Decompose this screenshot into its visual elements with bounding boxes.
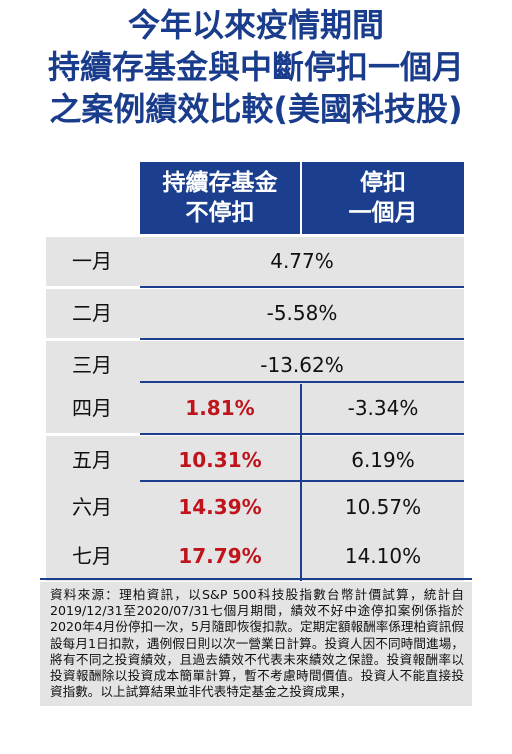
- row-divider: [140, 338, 464, 340]
- row-divider: [140, 381, 464, 383]
- continue-value: 17.79%: [178, 544, 262, 568]
- row-divider: [140, 286, 464, 288]
- title-line-2: 持續存基金與中斷停扣一個月: [47, 48, 464, 86]
- pause-value: 14.10%: [344, 544, 422, 568]
- row-divider: [140, 480, 464, 482]
- header-continue-investing: 持續存基金 不停扣: [140, 162, 300, 234]
- header-col1-line1: 持續存基金: [162, 170, 278, 196]
- table-row-feb: 二月 -5.58%: [46, 289, 464, 338]
- title-line-3: 之案例績效比較(美國科技股): [49, 90, 463, 128]
- table-row-jun: 六月 14.39% 10.57%: [46, 483, 464, 532]
- page-title: 今年以來疫情期間 持續存基金與中斷停扣一個月 之案例績效比較(美國科技股): [0, 4, 512, 130]
- header-col2-line1: 停扣: [360, 170, 406, 196]
- pause-value: -3.34%: [347, 396, 419, 420]
- combined-value: -13.62%: [260, 353, 344, 377]
- continue-value: 10.31%: [178, 448, 262, 472]
- month-label: 四月: [72, 396, 112, 420]
- continue-value: 1.81%: [185, 396, 255, 420]
- header-pause-one-month: 停扣 一個月: [302, 162, 464, 234]
- month-label: 五月: [72, 448, 112, 472]
- footnote-divider: [40, 578, 472, 580]
- pause-value: 6.19%: [351, 448, 415, 472]
- table-row-may: 五月 10.31% 6.19%: [46, 436, 464, 485]
- month-label: 六月: [72, 495, 112, 519]
- table-row-apr: 四月 1.81% -3.34%: [46, 384, 464, 433]
- month-label: 三月: [72, 353, 112, 377]
- column-divider: [300, 384, 302, 581]
- combined-value: 4.77%: [270, 249, 334, 273]
- table-row-jul: 七月 17.79% 14.10%: [46, 532, 464, 581]
- footnote: 資料來源：理柏資訊，以S&P 500科技股指數台幣計價試算，統計自2019/12…: [40, 582, 472, 707]
- header-col1-line2: 不停扣: [185, 200, 255, 226]
- combined-value: -5.58%: [266, 301, 338, 325]
- continue-value: 14.39%: [178, 495, 262, 519]
- header-col2-line2: 一個月: [348, 200, 418, 226]
- row-divider: [140, 433, 464, 435]
- month-label: 七月: [72, 544, 112, 568]
- title-line-1: 今年以來疫情期間: [127, 6, 384, 44]
- month-label: 一月: [72, 249, 112, 273]
- month-label: 二月: [72, 301, 112, 325]
- table-row-jan: 一月 4.77%: [46, 237, 464, 286]
- pause-value: 10.57%: [344, 495, 422, 519]
